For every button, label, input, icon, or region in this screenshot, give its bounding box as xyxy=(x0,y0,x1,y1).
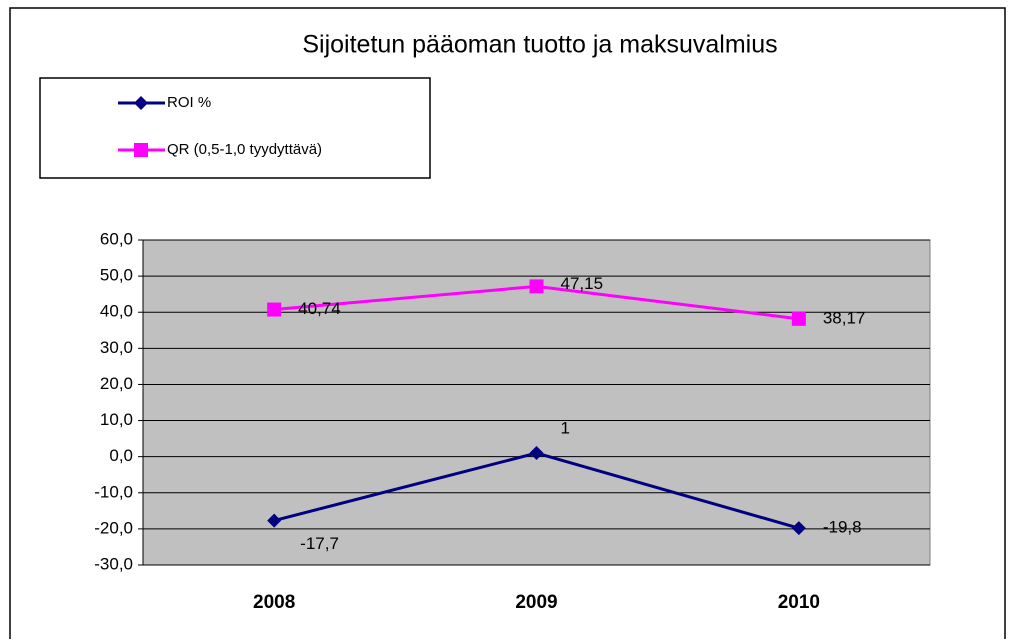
data-label: 40,74 xyxy=(298,299,341,318)
data-point xyxy=(267,302,282,317)
y-tick-label: 10,0 xyxy=(100,410,133,429)
data-point xyxy=(529,279,544,294)
y-tick-label: -10,0 xyxy=(94,482,133,501)
plot-area xyxy=(142,239,931,566)
y-tick-label: 40,0 xyxy=(100,302,133,321)
legend-marker xyxy=(134,143,148,157)
data-point xyxy=(791,311,806,326)
data-label: -19,8 xyxy=(823,518,862,537)
legend-label: ROI % xyxy=(167,94,211,111)
legend-box xyxy=(39,77,431,179)
data-label: 38,17 xyxy=(823,308,866,327)
data-label: -17,7 xyxy=(300,534,339,553)
y-tick-label: -20,0 xyxy=(94,518,133,537)
x-tick-label: 2009 xyxy=(515,592,557,613)
data-point xyxy=(791,521,806,536)
y-tick-label: 0,0 xyxy=(109,446,133,465)
chart-title: Sijoitetun pääoman tuotto ja maksuvalmiu… xyxy=(302,31,777,59)
data-point xyxy=(529,446,544,461)
y-tick-label: 60,0 xyxy=(100,229,133,248)
y-tick-label: 50,0 xyxy=(100,266,133,285)
x-tick-label: 2008 xyxy=(253,592,295,613)
x-tick-label: 2010 xyxy=(778,592,820,613)
data-point xyxy=(267,513,282,528)
data-label: 47,15 xyxy=(561,274,604,293)
y-tick-label: 20,0 xyxy=(100,374,133,393)
y-tick-label: -30,0 xyxy=(94,554,133,573)
legend-label: QR (0,5-1,0 tyydyttävä) xyxy=(167,141,322,158)
data-label: 1 xyxy=(561,419,570,438)
legend-marker xyxy=(134,96,148,110)
y-tick-label: 30,0 xyxy=(100,338,133,357)
